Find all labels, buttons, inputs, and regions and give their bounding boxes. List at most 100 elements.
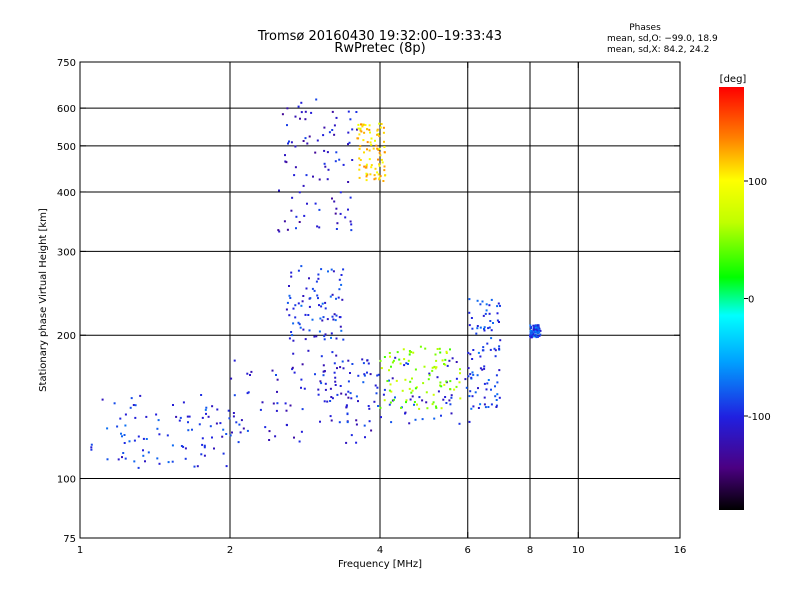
- data-point: [496, 381, 499, 384]
- data-point: [302, 328, 305, 331]
- data-point: [388, 369, 390, 372]
- data-point: [119, 417, 122, 420]
- data-point: [392, 359, 395, 362]
- data-point: [380, 123, 383, 125]
- data-point: [331, 110, 334, 113]
- data-point: [305, 287, 308, 290]
- data-point: [416, 403, 418, 406]
- data-point: [133, 460, 136, 463]
- data-point: [437, 390, 440, 393]
- data-point: [383, 399, 386, 402]
- data-point: [336, 367, 338, 370]
- data-point: [366, 371, 368, 374]
- data-point: [384, 174, 387, 177]
- data-point: [316, 225, 319, 228]
- data-point: [324, 301, 327, 304]
- data-point: [184, 457, 187, 460]
- data-point: [229, 434, 232, 437]
- data-point: [468, 420, 471, 423]
- data-point: [134, 404, 137, 407]
- data-point: [535, 328, 538, 331]
- data-point: [479, 403, 482, 406]
- data-point: [357, 374, 360, 377]
- x-tick-label: 16: [674, 545, 687, 556]
- data-point: [347, 110, 350, 113]
- data-point: [304, 137, 307, 140]
- data-point: [421, 418, 424, 421]
- data-point: [144, 460, 146, 463]
- colorbar-tick-label: 0: [748, 295, 754, 306]
- data-point: [407, 359, 410, 362]
- data-point: [300, 386, 302, 389]
- data-point: [129, 406, 132, 409]
- data-point: [378, 122, 381, 125]
- data-point: [307, 314, 310, 316]
- data-point: [376, 386, 379, 389]
- data-point: [472, 349, 475, 351]
- data-point: [483, 403, 486, 406]
- data-point: [324, 333, 327, 336]
- data-point: [346, 413, 349, 416]
- data-point: [284, 154, 286, 157]
- data-point: [323, 335, 326, 338]
- data-point: [459, 368, 461, 371]
- data-point: [533, 324, 536, 327]
- data-point: [292, 307, 295, 310]
- data-point: [467, 351, 470, 354]
- data-point: [359, 159, 362, 161]
- data-point: [294, 115, 297, 118]
- data-point: [274, 435, 277, 438]
- y-tick-label: 500: [57, 142, 76, 153]
- data-point: [481, 368, 484, 371]
- data-point: [334, 212, 337, 215]
- data-point: [331, 351, 334, 354]
- data-point: [276, 378, 279, 381]
- data-point: [529, 332, 532, 334]
- data-point: [455, 385, 458, 388]
- data-point: [344, 393, 347, 396]
- data-point: [209, 425, 212, 428]
- data-point: [395, 379, 398, 382]
- data-point: [303, 214, 306, 217]
- data-point: [330, 332, 333, 335]
- data-point: [311, 287, 314, 290]
- data-point: [278, 189, 280, 192]
- data-point: [171, 444, 174, 447]
- data-point: [290, 209, 293, 212]
- y-tick-label: 200: [57, 331, 76, 342]
- data-point: [294, 316, 297, 319]
- data-point: [377, 158, 379, 161]
- data-point: [377, 373, 380, 376]
- data-point: [358, 133, 361, 136]
- data-point: [334, 380, 337, 383]
- data-point: [191, 428, 193, 431]
- data-point: [203, 446, 206, 449]
- data-point: [332, 318, 335, 321]
- data-point: [419, 345, 422, 348]
- axes: [79, 61, 681, 539]
- data-point: [196, 465, 199, 468]
- data-point: [390, 421, 393, 424]
- data-point: [494, 385, 496, 388]
- data-point: [363, 165, 366, 168]
- data-point: [479, 367, 482, 370]
- data-point: [495, 404, 498, 407]
- data-point: [379, 154, 382, 157]
- data-point: [238, 423, 241, 426]
- data-point: [215, 422, 218, 425]
- data-point: [139, 394, 142, 397]
- data-point: [408, 387, 411, 390]
- data-point: [499, 304, 501, 307]
- data-point: [378, 151, 381, 154]
- data-point: [230, 377, 233, 380]
- data-point: [383, 151, 386, 154]
- data-point: [498, 347, 501, 350]
- data-point: [227, 409, 230, 412]
- data-point: [378, 177, 381, 180]
- data-point: [246, 372, 249, 375]
- data-point: [361, 358, 364, 361]
- phase-stats-heading: Phases: [629, 23, 661, 33]
- data-point: [453, 388, 456, 391]
- data-point: [333, 200, 336, 203]
- data-point: [418, 407, 421, 410]
